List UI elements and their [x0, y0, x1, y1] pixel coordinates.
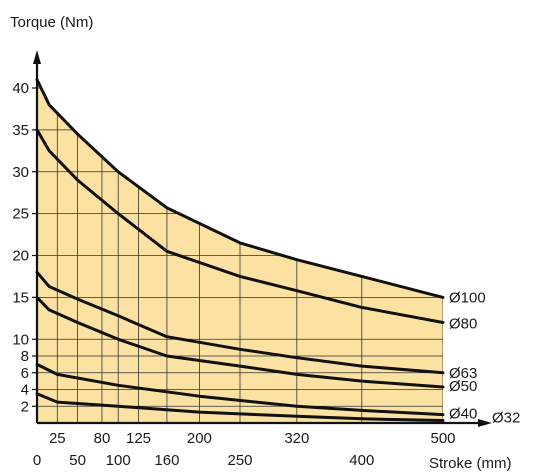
- series-label-4: Ø50: [449, 378, 477, 395]
- x-tick-label-200: 200: [187, 430, 212, 447]
- y-axis-arrow: [33, 50, 41, 64]
- y-tick-label-2: 2: [21, 398, 29, 415]
- series-line-3: [35, 270, 445, 375]
- y-tick-label-6: 6: [21, 365, 29, 382]
- y-axis-title: Torque (Nm): [10, 14, 94, 31]
- x-tick-label-250: 250: [227, 452, 252, 469]
- series-line-5: [35, 362, 445, 417]
- x-tick-label-160: 160: [154, 452, 179, 469]
- y-tick-label-30: 30: [12, 164, 29, 181]
- y-tick-label-4: 4: [21, 382, 29, 399]
- x-tick-label-320: 320: [284, 430, 309, 447]
- x-tick-label-125: 125: [126, 430, 151, 447]
- y-tick-label-40: 40: [12, 80, 29, 97]
- series-label-1: Ø100: [449, 289, 486, 306]
- x-tick-label-500: 500: [430, 430, 455, 447]
- series-label-5: Ø40: [449, 406, 477, 423]
- y-tick-label-10: 10: [12, 331, 29, 348]
- series-line-2: [35, 128, 445, 324]
- y-tick-label-20: 20: [12, 248, 29, 265]
- y-tick-label-25: 25: [12, 206, 29, 223]
- x-tick-label-80: 80: [94, 430, 111, 447]
- x-tick-label-400: 400: [349, 452, 374, 469]
- y-tick-label-35: 35: [12, 122, 29, 139]
- x-tick-label-50: 50: [69, 452, 86, 469]
- series-line-1: [35, 78, 445, 299]
- series-line-4: [35, 295, 445, 389]
- x-tick-label-100: 100: [106, 452, 131, 469]
- series-line-6: [35, 392, 445, 422]
- axes-layer: [32, 50, 492, 427]
- series-label-2: Ø80: [449, 316, 477, 333]
- y-tick-label-15: 15: [12, 289, 29, 306]
- series-label-6: Ø32: [492, 409, 520, 426]
- x-axis-arrow: [478, 419, 492, 427]
- x-tick-label-25: 25: [49, 430, 66, 447]
- y-tick-label-8: 8: [21, 348, 29, 365]
- x-tick-label-0: 0: [33, 452, 41, 469]
- x-axis-title: Stroke (mm): [429, 455, 512, 472]
- series-label-3: Ø63: [449, 365, 477, 382]
- series-layer: [35, 78, 445, 422]
